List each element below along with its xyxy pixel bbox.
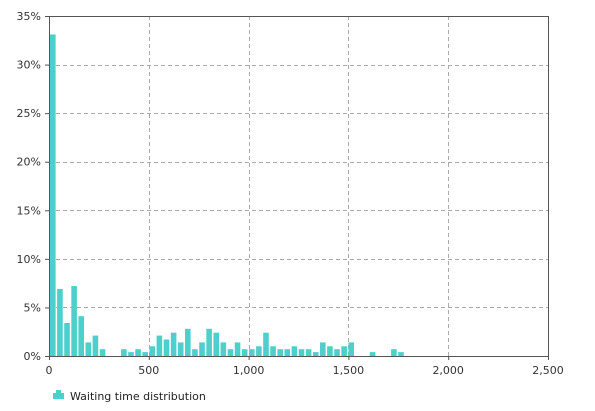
plot-frame — [49, 16, 549, 357]
histogram-bar — [71, 286, 77, 356]
histogram-bar — [185, 328, 191, 356]
histogram-bar — [170, 332, 177, 356]
histogram-bar — [85, 342, 92, 356]
x-axis-ticks: 0 500 1,000 1,500 2,000 2,500 — [46, 356, 564, 377]
histogram-bar — [320, 342, 326, 356]
histogram-bar — [312, 352, 319, 356]
histogram-bar — [270, 346, 276, 356]
histogram-bar — [341, 346, 347, 356]
grid-lines — [49, 16, 548, 356]
histogram-bar — [78, 316, 85, 356]
histogram-bar — [298, 349, 305, 356]
histogram-bar — [92, 335, 99, 356]
histogram-bar — [284, 349, 291, 356]
histogram-bar — [248, 349, 255, 356]
histogram-bar — [156, 335, 163, 356]
histogram-bar — [334, 349, 340, 356]
histogram-bar — [305, 349, 312, 356]
histogram-bar — [369, 352, 376, 356]
bars — [50, 34, 404, 356]
histogram-bar — [291, 346, 298, 356]
legend: Waiting time distribution — [53, 390, 206, 403]
histogram-bar — [57, 288, 63, 356]
histogram-bar — [199, 342, 205, 356]
y-axis-ticks: 0% 5% 10% 15% 20% 25% 30% 35% — [17, 10, 49, 363]
histogram-bar — [50, 34, 56, 356]
histogram-bar — [391, 349, 397, 356]
histogram-bar — [327, 346, 333, 356]
x-tick-label: 0 — [46, 364, 53, 377]
x-tick-label: 1,500 — [333, 364, 365, 377]
histogram-bar — [241, 349, 248, 356]
histogram-bar — [263, 332, 269, 356]
histogram-bar — [277, 349, 283, 356]
y-tick-label: 35% — [17, 10, 41, 23]
histogram-bar — [398, 352, 404, 356]
histogram-bar — [192, 349, 198, 356]
histogram-bar — [227, 349, 234, 356]
histogram-bar — [121, 349, 127, 356]
x-tick-label: 2,000 — [432, 364, 464, 377]
histogram-bar — [135, 349, 141, 356]
histogram-bar — [99, 349, 106, 356]
histogram-bar — [177, 342, 184, 356]
x-tick-label: 1,000 — [233, 364, 265, 377]
y-tick-label: 10% — [17, 253, 41, 266]
y-tick-label: 25% — [17, 107, 41, 120]
histogram-bar — [149, 346, 156, 356]
legend-label: Waiting time distribution — [70, 390, 206, 403]
y-tick-label: 20% — [17, 156, 41, 169]
histogram-bar — [128, 352, 134, 356]
histogram-bar — [142, 352, 148, 356]
y-tick-label: 0% — [24, 350, 41, 363]
x-tick-label: 2,500 — [532, 364, 564, 377]
histogram-bar — [206, 328, 212, 356]
histogram-bar — [64, 322, 70, 356]
histogram-bar — [348, 342, 355, 356]
y-tick-label: 5% — [24, 301, 41, 314]
histogram-bar — [220, 342, 227, 356]
histogram-bar — [163, 339, 170, 356]
y-tick-label: 15% — [17, 204, 41, 217]
histogram-bar — [256, 346, 262, 356]
histogram-bar — [234, 342, 241, 356]
legend-swatch-icon — [53, 390, 64, 399]
y-tick-label: 30% — [17, 59, 41, 72]
x-tick-label: 500 — [138, 364, 159, 377]
histogram-bar — [213, 332, 220, 356]
